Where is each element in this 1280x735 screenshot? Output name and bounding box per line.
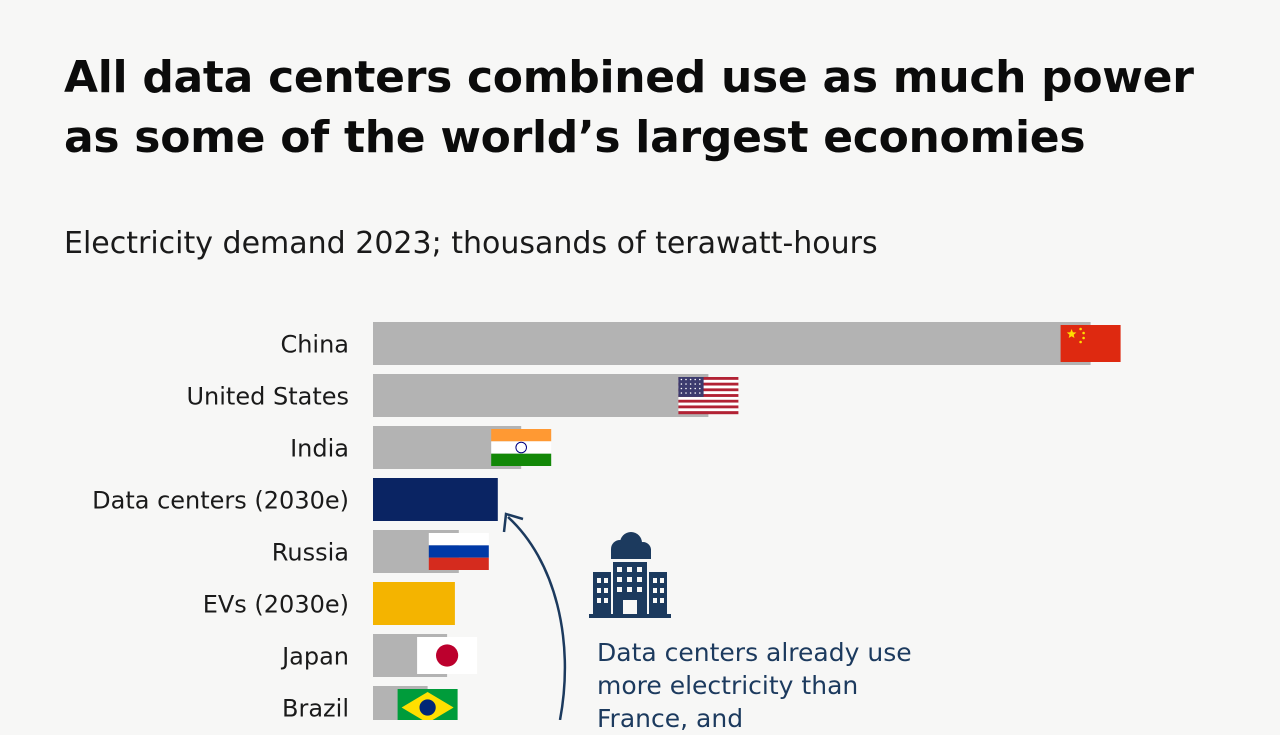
category-label: India [290,435,349,463]
category-label: EVs (2030e) [203,591,349,619]
category-label: China [280,331,349,359]
bar-data-centers-2030e [373,478,498,521]
bar-evs-2030e [373,582,455,625]
callout-arrow [507,516,567,720]
china-flag [1060,325,1121,362]
data-center-cloud-icon [589,532,671,618]
chart-subtitle: Electricity demand 2023; thousands of te… [64,226,878,261]
category-label: Brazil [282,695,349,721]
brazil-flag [397,689,458,720]
category-label: Japan [280,643,349,671]
bar-united-states [373,374,709,417]
chart-title: All data centers combined use as much po… [64,52,1194,163]
category-label: United States [186,383,349,411]
category-label: Russia [272,539,349,567]
category-label: Data centers (2030e) [92,487,349,515]
bar-chart: China United States India Data centers (203… [92,322,1121,721]
russia-flag [428,533,489,570]
callout-arrowhead [502,512,524,533]
india-flag [491,429,552,466]
callout-text: Data centers already use more electricit… [597,638,912,733]
bar-china [373,322,1091,365]
japan-flag [417,637,478,674]
us-flag [678,377,739,415]
